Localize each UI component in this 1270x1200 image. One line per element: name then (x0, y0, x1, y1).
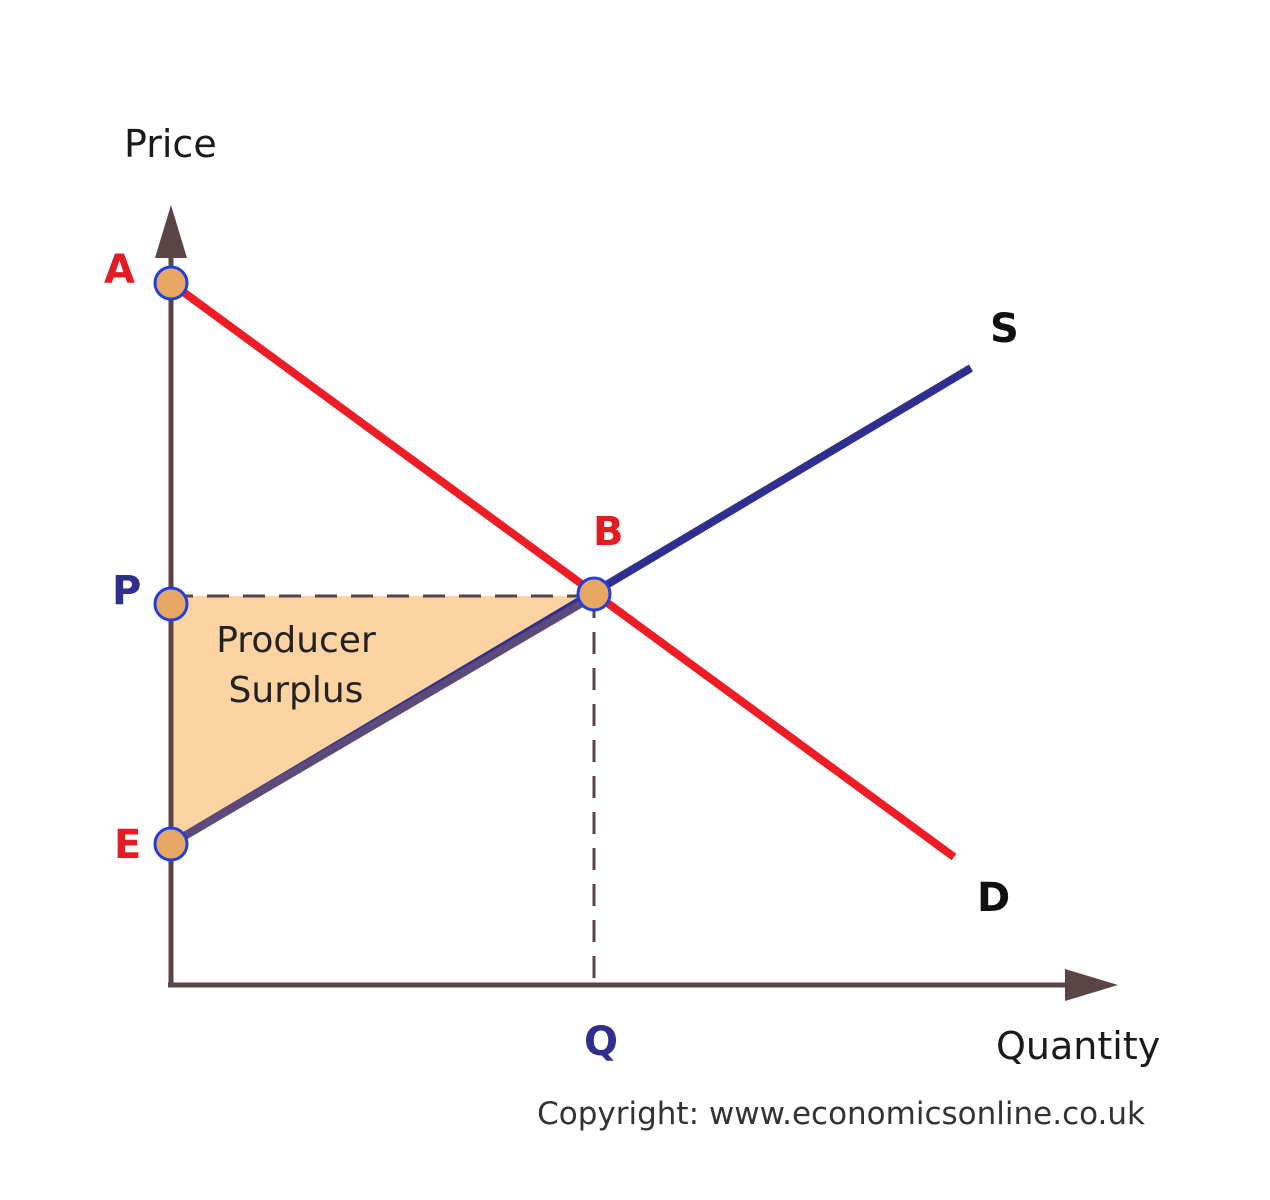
demand-curve-label: D (977, 875, 1010, 921)
y-axis-arrow (155, 205, 187, 258)
x-axis-arrow (1065, 969, 1118, 1001)
producer-surplus-label-line1: Producer (216, 620, 376, 661)
point-b-label: B (593, 509, 624, 555)
supply-surplus-edge (168, 592, 597, 848)
y-axis-label: Price (124, 122, 217, 166)
copyright-notice: Copyright: www.economicsonline.co.uk (537, 1096, 1145, 1132)
point-a-label: A (104, 247, 135, 293)
point-p-label: P (112, 568, 141, 614)
demand-curve (168, 279, 957, 861)
point-a-marker (153, 265, 189, 301)
point-b-marker (576, 576, 612, 612)
point-e-label: E (114, 822, 141, 868)
point-e-marker (153, 826, 189, 862)
point-p-marker (153, 586, 189, 622)
producer-surplus-label-line2: Surplus (229, 670, 364, 711)
point-q-label: Q (584, 1019, 618, 1065)
x-axis-label: Quantity (996, 1024, 1160, 1068)
supply-curve-label: S (990, 306, 1019, 352)
